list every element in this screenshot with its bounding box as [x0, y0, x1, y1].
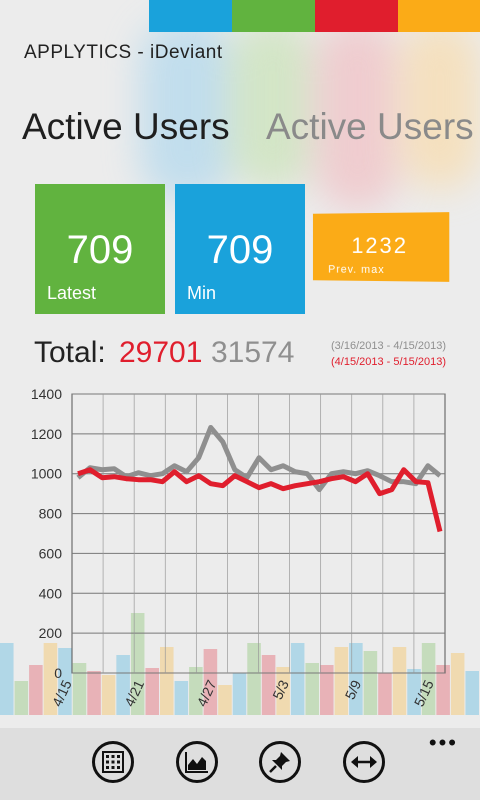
- background-bar: [87, 671, 101, 715]
- background-bar: [290, 643, 305, 715]
- background-bar: [261, 655, 276, 715]
- y-tick-label: 200: [39, 625, 63, 641]
- background-bar: [218, 685, 232, 715]
- tile-min[interactable]: 709 Min: [175, 184, 305, 314]
- background-bar: [465, 671, 479, 715]
- x-tick-label: 5/9: [342, 677, 365, 702]
- background-bar: [349, 643, 363, 715]
- y-tick-label: 400: [39, 585, 63, 601]
- y-tick-label: 1400: [31, 386, 62, 402]
- background-bar: [407, 669, 421, 715]
- background-bar: [276, 667, 290, 715]
- background-bar: [363, 651, 378, 715]
- background-bar: [320, 665, 334, 715]
- current-range: (4/15/2013 - 5/15/2013): [331, 356, 446, 368]
- background-bar: [101, 675, 116, 715]
- background-bar: [203, 649, 218, 715]
- color-strip-blue: [149, 0, 232, 32]
- background-bar: [450, 653, 465, 715]
- pin-icon: [269, 752, 290, 773]
- calendar-button[interactable]: [92, 741, 134, 783]
- color-strip-orange: [398, 0, 480, 32]
- tile-latest-label: Latest: [47, 283, 97, 303]
- series-line-previous: [76, 424, 442, 493]
- background-bar: [160, 647, 174, 715]
- y-tick-label: 800: [39, 506, 63, 522]
- chart-button[interactable]: [176, 741, 218, 783]
- background-bar: [232, 673, 247, 715]
- bg-blob-orange: [400, 20, 480, 190]
- bg-blob-green: [230, 20, 315, 190]
- background-bar: [145, 668, 159, 715]
- bg-blob-red: [315, 20, 400, 210]
- total-previous: 31574: [211, 336, 295, 369]
- pivot-header-next[interactable]: Active Users: [266, 106, 474, 147]
- y-tick-label: 1000: [31, 466, 62, 482]
- background-bar: [189, 667, 203, 715]
- tile-min-label: Min: [187, 283, 217, 303]
- chart-icon: [185, 752, 208, 773]
- previous-range: (3/16/2013 - 4/15/2013): [331, 340, 446, 352]
- background-bar: [14, 681, 29, 715]
- tile-latest-value: 709: [66, 228, 134, 272]
- compare-button[interactable]: [343, 741, 385, 783]
- background-bar: [378, 673, 392, 715]
- color-strip-green: [232, 0, 315, 32]
- background-bar: [334, 647, 349, 715]
- background-bar: [305, 663, 319, 715]
- tile-prev-max[interactable]: 1232 Prev. max: [312, 212, 450, 282]
- color-strip-red: [315, 0, 398, 32]
- total-label: Total:: [34, 336, 106, 369]
- series-line-current: [77, 467, 443, 533]
- background-bar: [0, 643, 14, 715]
- y-tick-label: 0: [54, 665, 62, 681]
- background-bar: [58, 648, 72, 715]
- more-menu-button[interactable]: •••: [428, 730, 458, 755]
- tile-prev-max-label: Prev. max: [328, 263, 385, 277]
- bg-blob-blue: [140, 20, 235, 200]
- background-bar: [29, 665, 43, 715]
- background-bar: [72, 663, 87, 715]
- y-tick-label: 1200: [31, 426, 62, 442]
- tile-latest[interactable]: 709 Latest: [35, 184, 165, 314]
- x-tick-label: 5/3: [269, 677, 292, 702]
- tile-prev-max-value: 1232: [351, 232, 409, 259]
- app-title: APPLYTICS - iDeviant: [24, 42, 223, 63]
- background-bar: [436, 665, 450, 715]
- y-tick-label: 600: [39, 545, 63, 561]
- background-bar: [247, 643, 261, 715]
- tile-min-value: 709: [206, 228, 274, 272]
- background-bar: [174, 681, 189, 715]
- compare-arrows-icon: [351, 756, 377, 768]
- pin-button[interactable]: [259, 741, 301, 783]
- total-current: 29701: [119, 336, 203, 369]
- background-bar: [43, 643, 58, 715]
- app-bar: [0, 728, 480, 800]
- background-bar: [116, 655, 130, 715]
- pivot-header-active[interactable]: Active Users: [22, 106, 230, 147]
- calendar-icon: [102, 751, 124, 773]
- background-bar: [392, 647, 407, 715]
- background-bar: [421, 643, 436, 715]
